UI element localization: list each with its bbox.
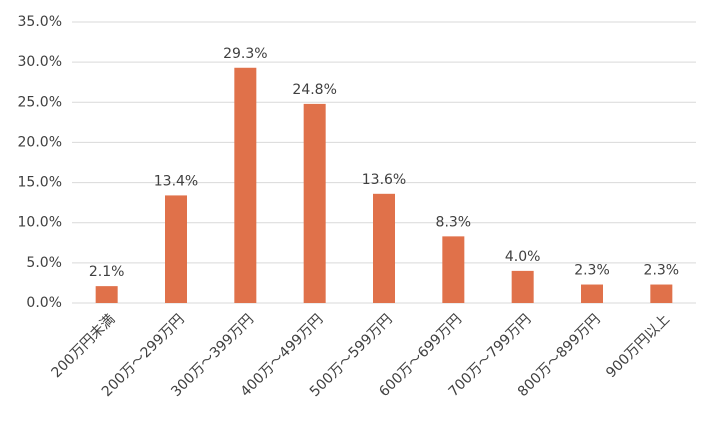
value-label: 29.3% [223,46,267,62]
y-tick-label: 0.0% [26,295,62,311]
bar [373,193,395,303]
value-label: 13.6% [362,172,406,188]
bar [581,284,603,303]
y-tick-label: 25.0% [18,94,62,110]
y-tick-label: 30.0% [18,54,62,70]
value-label: 2.1% [89,264,125,280]
y-tick-label: 20.0% [18,134,62,150]
x-tick-label: 200万円未満 [49,311,119,381]
bar [165,195,187,303]
bar [234,67,257,304]
bar [303,103,326,304]
value-label: 24.8% [292,82,336,98]
bar [442,236,465,303]
value-label: 13.4% [154,173,198,189]
value-label: 8.3% [436,214,472,230]
value-label: 4.0% [505,249,541,265]
y-tick-label: 10.0% [18,215,62,231]
y-tick-label: 35.0% [18,14,62,30]
y-tick-label: 15.0% [18,175,62,191]
value-label: 2.3% [574,263,610,279]
bar [650,284,673,303]
x-tick-label: 900万円以上 [603,311,673,381]
y-tick-label: 5.0% [26,255,62,271]
value-label: 2.3% [644,263,680,279]
bar [95,286,118,303]
bar [511,270,534,303]
